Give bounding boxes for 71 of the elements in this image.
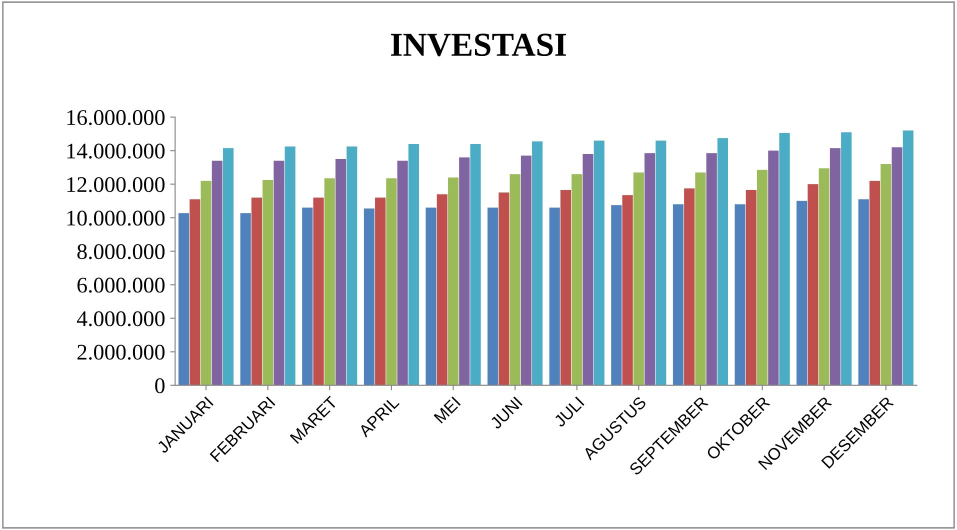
- y-tick-label: 4.000.000: [76, 311, 165, 326]
- bar: [190, 199, 200, 386]
- bar: [313, 198, 324, 386]
- bar: [346, 146, 358, 386]
- bar: [672, 204, 684, 386]
- bar: [532, 141, 543, 386]
- bar: [284, 146, 296, 386]
- bar: [572, 174, 582, 386]
- chart-title: INVESTASI: [391, 34, 566, 56]
- bar: [470, 144, 481, 386]
- bar: [892, 147, 902, 386]
- bar: [223, 148, 234, 386]
- bar: [633, 172, 644, 386]
- bar: [251, 198, 262, 386]
- bar: [408, 144, 419, 386]
- bar: [644, 153, 656, 386]
- bar: [386, 178, 397, 386]
- bar: [488, 208, 498, 386]
- bar: [734, 204, 746, 386]
- bar: [757, 170, 768, 386]
- bar: [622, 195, 633, 386]
- bar: [436, 194, 448, 386]
- bar: [858, 199, 869, 386]
- bar: [582, 154, 594, 386]
- bar: [335, 159, 346, 386]
- bar: [375, 198, 386, 386]
- bar: [560, 190, 572, 386]
- bar: [818, 168, 830, 386]
- bar: [549, 208, 560, 386]
- bar: [880, 164, 892, 386]
- bar: [768, 150, 779, 386]
- bar: [397, 160, 408, 386]
- y-tick-label: 0: [155, 378, 165, 394]
- bar: [796, 200, 808, 386]
- bar: [746, 190, 756, 386]
- bar: [212, 160, 222, 386]
- bar: [240, 213, 251, 386]
- bar: [830, 148, 841, 386]
- bar: [448, 177, 459, 386]
- x-tick-label: MEI: [434, 396, 461, 424]
- y-tick-label: 2.000.000: [77, 344, 165, 360]
- bar: [426, 208, 436, 386]
- bar: [262, 180, 274, 386]
- bar: [520, 156, 532, 386]
- bar: [779, 133, 790, 386]
- y-tick-label: 16.000.000: [67, 110, 165, 126]
- y-tick-label: 12.000.000: [67, 177, 165, 192]
- y-tick-label: 8.000.000: [77, 244, 165, 260]
- bar: [459, 157, 470, 386]
- bar: [656, 140, 666, 386]
- bar: [611, 205, 622, 386]
- bar: [510, 174, 520, 386]
- bar: [302, 208, 313, 386]
- bar: [717, 138, 728, 386]
- bar: [498, 192, 510, 386]
- bar: [200, 180, 212, 386]
- y-tick-label: 14.000.000: [67, 144, 165, 159]
- bar: [178, 213, 190, 386]
- bar: [684, 188, 695, 386]
- bar: [706, 153, 717, 386]
- bar: [808, 184, 818, 386]
- y-tick-label: 6.000.000: [77, 278, 165, 293]
- bar: [902, 130, 914, 386]
- bar: [364, 208, 374, 386]
- bar: [274, 160, 284, 386]
- bar: [695, 172, 706, 386]
- bar: [594, 140, 604, 386]
- y-tick-label: 10.000.000: [67, 210, 165, 226]
- bar: [841, 132, 852, 386]
- bar: [869, 180, 880, 386]
- bar: [324, 178, 335, 386]
